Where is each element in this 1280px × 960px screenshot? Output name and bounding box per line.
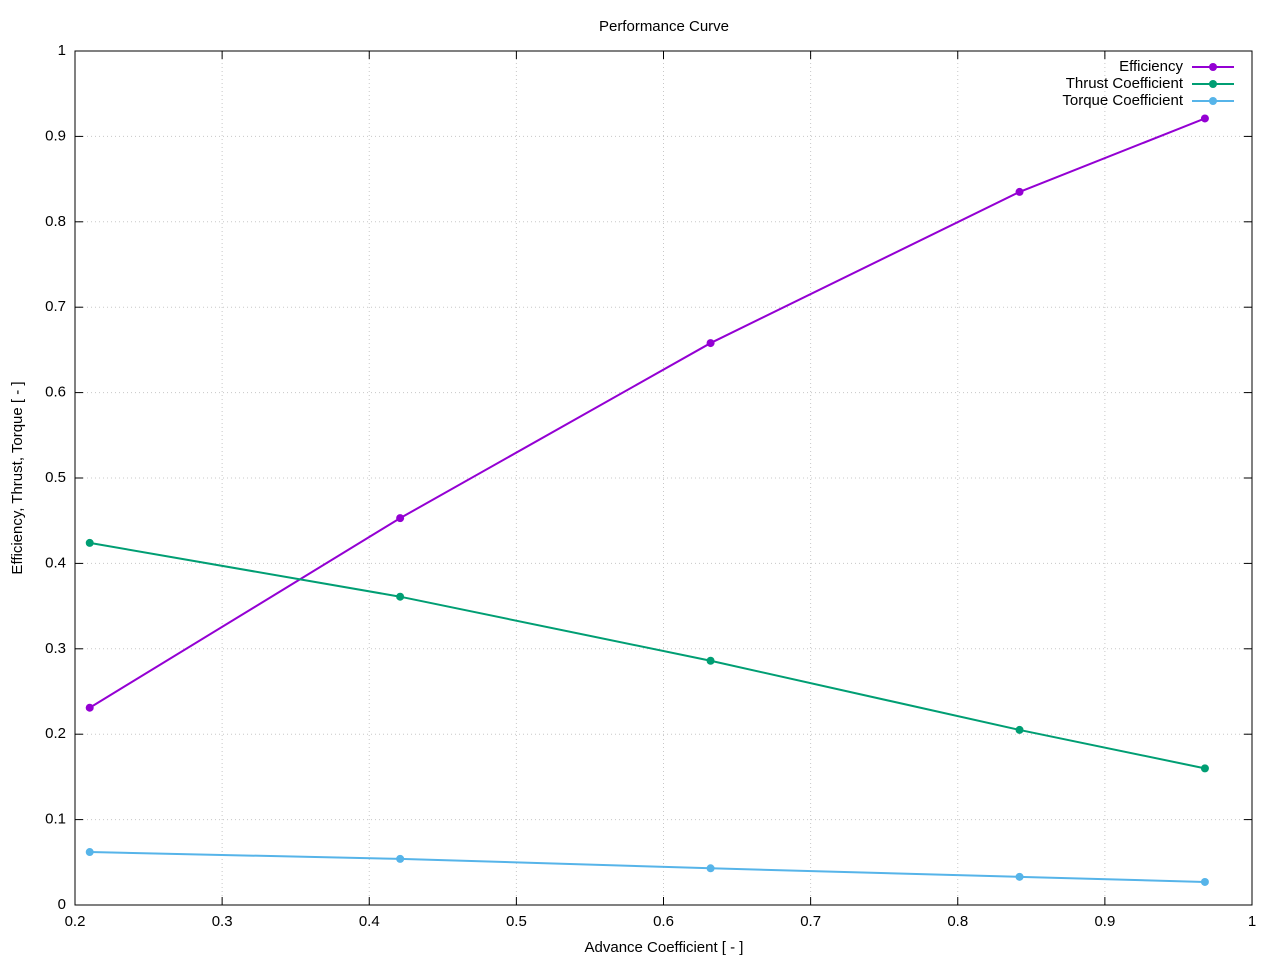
data-point [396,514,405,523]
y-tick-label: 1 [58,42,66,59]
data-point [706,339,715,348]
legend-label: Thrust Coefficient [1066,75,1184,92]
y-tick-label: 0.9 [45,127,66,144]
x-tick-label: 0.6 [653,913,674,930]
legend-marker [1209,63,1217,71]
y-tick-label: 0.4 [45,554,66,571]
x-axis-label: Advance Coefficient [ - ] [585,939,744,956]
x-tick-label: 0.8 [947,913,968,930]
data-point [1015,187,1024,196]
chart-title: Performance Curve [599,18,729,35]
x-tick-label: 0.2 [65,913,86,930]
x-tick-label: 0.9 [1094,913,1115,930]
y-axis-label: Efficiency, Thrust, Torque [ - ] [9,381,26,574]
x-tick-label: 0.4 [359,913,380,930]
data-point [706,656,715,665]
data-point [1200,764,1209,773]
data-point [396,592,405,601]
data-point [85,848,94,857]
legend-label: Efficiency [1119,58,1183,75]
y-tick-label: 0.6 [45,384,66,401]
data-point [1200,114,1209,123]
data-point [1015,872,1024,881]
y-tick-label: 0.3 [45,640,66,657]
legend-marker [1209,97,1217,105]
y-tick-label: 0.7 [45,298,66,315]
data-point [1200,877,1209,886]
x-tick-label: 0.5 [506,913,527,930]
legend-label: Torque Coefficient [1062,92,1183,109]
data-point [1015,725,1024,734]
y-tick-label: 0 [58,896,66,913]
y-tick-label: 0.8 [45,213,66,230]
y-tick-label: 0.2 [45,725,66,742]
y-tick-label: 0.5 [45,469,66,486]
plot-border [74,50,1253,906]
data-point [396,854,405,863]
x-tick-label: 0.7 [800,913,821,930]
x-tick-label: 0.3 [212,913,233,930]
legend-marker [1209,80,1217,88]
data-point [85,703,94,712]
data-point [85,538,94,547]
data-point [706,864,715,873]
y-tick-label: 0.1 [45,811,66,828]
x-tick-label: 1 [1248,913,1256,930]
